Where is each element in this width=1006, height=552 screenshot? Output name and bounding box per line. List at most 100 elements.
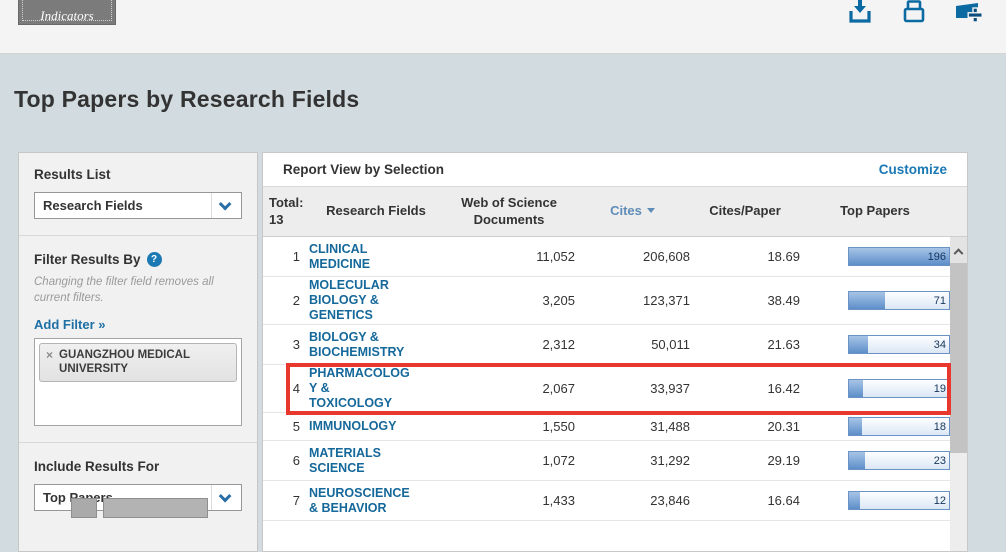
caret-up-icon	[953, 247, 964, 258]
vertical-scrollbar[interactable]	[950, 237, 967, 551]
row-rank: 1	[292, 249, 300, 264]
top-papers-bar-fill	[849, 452, 865, 469]
table-row: 5 IMMUNOLOGY 1,550 31,488 20.31 18	[263, 413, 967, 441]
top-papers-bar: 196	[848, 247, 950, 266]
help-icon[interactable]: ?	[146, 252, 162, 267]
cites-per-paper-value: 21.63	[767, 337, 800, 352]
row-rank: 6	[292, 453, 300, 468]
top-papers-bar-cell: 19	[800, 379, 950, 398]
cites-per-paper-value: 29.19	[767, 453, 800, 468]
top-papers-value: 23	[933, 454, 946, 467]
cites-per-paper-value: 16.64	[767, 493, 800, 508]
cites-header-label: Cites	[610, 203, 642, 219]
top-papers-value: 71	[933, 294, 946, 307]
customize-link[interactable]: Customize	[878, 162, 947, 177]
page-title: Top Papers by Research Fields	[14, 86, 360, 112]
results-list-select[interactable]: Research Fields	[34, 192, 242, 219]
column-header-research-fields[interactable]: Research Fields	[326, 203, 426, 219]
top-papers-bar-fill	[849, 380, 863, 397]
wos-documents-value: 1,072	[542, 453, 575, 468]
research-field-link[interactable]: BIOLOGY & BIOCHEMISTRY	[309, 329, 405, 359]
wos-documents-value: 1,433	[542, 493, 575, 508]
top-papers-bar: 34	[848, 335, 950, 354]
active-filters-box: × GUANGZHOU MEDICAL UNIVERSITY	[34, 338, 242, 427]
total-count-header: Total: 13	[269, 195, 304, 227]
wos-documents-value: 2,067	[542, 381, 575, 396]
cites-value: 123,371	[643, 293, 690, 308]
cites-per-paper-value: 20.31	[767, 419, 800, 434]
filter-note: Changing the filter field removes all cu…	[34, 276, 214, 304]
cites-per-paper-value: 16.42	[767, 381, 800, 396]
research-field-link[interactable]: IMMUNOLOGY	[309, 419, 397, 433]
column-header-cites-per-paper[interactable]: Cites/Paper	[709, 203, 781, 219]
top-papers-bar-cell: 34	[800, 335, 950, 354]
row-rank: 5	[292, 419, 300, 434]
include-results-for-label: Include Results For	[34, 459, 160, 475]
top-papers-bar-cell: 23	[800, 451, 950, 470]
top-papers-bar-fill	[849, 492, 860, 509]
chevron-down-icon	[211, 193, 241, 218]
research-field-link[interactable]: CLINICAL MEDICINE	[309, 241, 371, 271]
results-list-label: Results List	[34, 167, 111, 182]
row-rank: 3	[292, 337, 300, 352]
wos-documents-value: 3,205	[542, 293, 575, 308]
top-papers-value: 19	[933, 382, 946, 395]
top-papers-bar-fill	[849, 336, 868, 353]
top-papers-value: 18	[933, 420, 946, 433]
clear-filters-button-partial[interactable]	[103, 498, 208, 518]
row-rank: 7	[292, 493, 300, 508]
top-papers-bar: 23	[848, 451, 950, 470]
research-field-link[interactable]: PHARMACOLOG Y & TOXICOLOGY	[309, 366, 410, 410]
top-toolbar: Indicators	[0, 0, 1006, 54]
sidebar-divider	[19, 442, 257, 444]
cites-value: 23,846	[650, 493, 690, 508]
report-view-title: Report View by Selection	[283, 162, 445, 177]
table-row: 2 MOLECULAR BIOLOGY & GENETICS 3,205 123…	[263, 277, 967, 325]
wos-documents-value: 1,550	[542, 419, 575, 434]
results-list-value: Research Fields	[43, 198, 143, 213]
column-header-wos-documents[interactable]: Web of Science Documents	[461, 195, 557, 227]
top-papers-bar-fill	[849, 418, 862, 435]
filter-tag-label: GUANGZHOU MEDICAL UNIVERSITY	[59, 349, 190, 376]
top-papers-bar-cell: 196	[800, 247, 950, 266]
table-row: 3 BIOLOGY & BIOCHEMISTRY 2,312 50,011 21…	[263, 325, 967, 365]
research-field-link[interactable]: MATERIALS SCIENCE	[309, 445, 381, 475]
research-field-link[interactable]: NEUROSCIENCE & BEHAVIOR	[309, 485, 410, 515]
top-papers-bar-fill	[849, 292, 885, 309]
research-field-link[interactable]: MOLECULAR BIOLOGY & GENETICS	[309, 278, 389, 322]
row-rank: 4	[292, 381, 300, 396]
cites-value: 50,011	[651, 337, 690, 352]
table-body: 1 CLINICAL MEDICINE 11,052 206,608 18.69…	[263, 237, 967, 521]
remove-filter-icon[interactable]: ×	[46, 348, 54, 363]
scrollbar-thumb[interactable]	[950, 263, 967, 453]
top-papers-bar: 18	[848, 417, 950, 436]
top-papers-bar: 19	[848, 379, 950, 398]
top-papers-bar: 12	[848, 491, 950, 510]
top-papers-bar-cell: 12	[800, 491, 950, 510]
top-papers-value: 34	[933, 338, 946, 351]
table-header-row: Total: 13 Research Fields Web of Science…	[263, 187, 967, 237]
download-icon[interactable]	[846, 0, 874, 26]
add-to-report-icon[interactable]	[954, 0, 982, 26]
scroll-up-button[interactable]	[950, 237, 967, 263]
column-header-top-papers[interactable]: Top Papers	[840, 203, 910, 219]
top-papers-value: 196	[927, 250, 946, 263]
cites-per-paper-value: 38.49	[767, 293, 800, 308]
wos-documents-value: 11,052	[536, 249, 575, 264]
filters-sidebar: Results List Research Fields Filter Resu…	[18, 152, 258, 552]
column-header-cites-sorted[interactable]: Cites	[575, 203, 690, 219]
sidebar-divider	[19, 235, 257, 236]
print-icon[interactable]	[900, 0, 928, 26]
add-filter-link[interactable]: Add Filter »	[34, 317, 106, 333]
filter-tag-guangzhou-medical-university[interactable]: × GUANGZHOU MEDICAL UNIVERSITY	[39, 343, 237, 382]
table-row: 4 PHARMACOLOG Y & TOXICOLOGY 2,067 33,93…	[263, 365, 967, 413]
filter-results-by-label: Filter Results By	[34, 252, 141, 267]
sort-descending-icon	[646, 208, 655, 214]
cites-per-paper-value: 18.69	[767, 249, 800, 264]
row-rank: 2	[292, 293, 300, 308]
cites-value: 31,488	[650, 419, 690, 434]
update-button-partial[interactable]	[71, 498, 97, 518]
indicators-button[interactable]: Indicators	[18, 0, 116, 25]
cites-value: 31,292	[650, 453, 690, 468]
report-panel: Report View by Selection Customize Total…	[262, 152, 968, 552]
